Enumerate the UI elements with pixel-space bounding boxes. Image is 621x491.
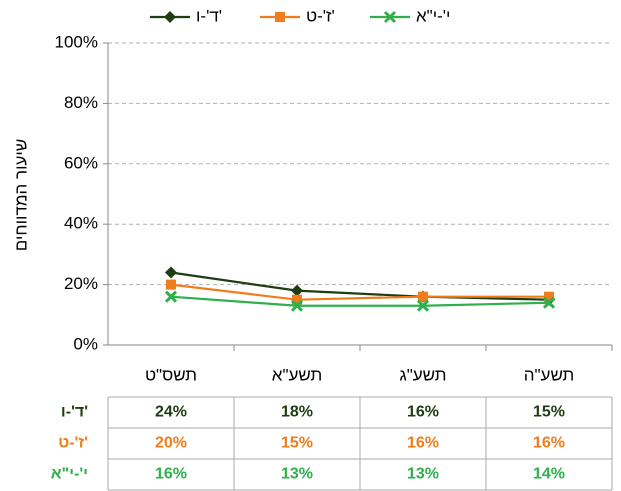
table-cell: 13% (281, 466, 313, 483)
y-tick-label: 80% (64, 93, 98, 112)
legend-label: י'-י"א (416, 6, 450, 25)
series-line (170, 295, 550, 307)
y-tick-label: 20% (64, 274, 98, 293)
x-tick-label: תשס"ט (145, 365, 197, 384)
data-point (165, 266, 177, 279)
series-line (170, 271, 550, 301)
table-row-label: ז'-ט' (58, 435, 88, 452)
data-point (416, 299, 430, 312)
y-tick-label: 100% (55, 32, 98, 51)
legend-marker (164, 11, 176, 23)
table-cell: 16% (533, 435, 565, 452)
data-point (164, 290, 178, 303)
data-point (291, 284, 303, 297)
y-tick-label: 60% (64, 153, 98, 172)
table-row-label: י'-י"א (51, 466, 88, 483)
legend-label: ד'-ו' (196, 6, 222, 25)
table-cell: 14% (533, 466, 565, 483)
table-cell: 15% (281, 435, 313, 452)
table-cell: 15% (533, 404, 565, 421)
table-cell: 13% (407, 466, 439, 483)
y-axis-title: שיעור המדווחים (11, 139, 30, 251)
y-tick-label: 0% (73, 334, 98, 353)
x-tick-label: תשע"ג (400, 365, 447, 384)
table-cell: 18% (281, 404, 313, 421)
data-point (292, 294, 302, 305)
table-row-label: ד'-ו' (61, 404, 88, 421)
table-cell: 20% (155, 435, 187, 452)
data-point (166, 279, 176, 290)
series-line (170, 283, 549, 301)
data-point (418, 291, 428, 302)
y-tick-label: 40% (64, 214, 98, 233)
data-point (542, 296, 556, 309)
data-point (544, 291, 554, 302)
table-cell: 16% (407, 435, 439, 452)
x-tick-label: תשע"א (272, 365, 322, 384)
table-cell: 24% (155, 404, 187, 421)
table-cell: 16% (407, 404, 439, 421)
legend-marker (383, 10, 397, 24)
legend-marker (275, 12, 285, 22)
x-tick-label: תשע"ה (524, 365, 575, 384)
table-cell: 16% (155, 466, 187, 483)
data-point (290, 299, 304, 312)
legend-label: ז'-ט' (306, 6, 335, 25)
